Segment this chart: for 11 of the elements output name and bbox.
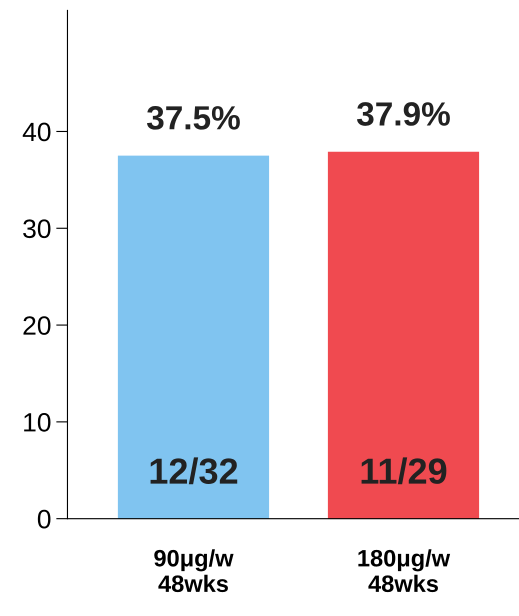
x-tick-label: 90μg/w 48wks	[154, 549, 234, 592]
data-label: 37.9%	[357, 102, 450, 126]
y-tick-label: 20	[23, 316, 50, 335]
y-tick-label: 30	[23, 219, 50, 238]
annotation: 12/32	[150, 457, 238, 484]
y-tick-label: 10	[24, 413, 50, 432]
y-tick-label: 40	[22, 122, 50, 142]
x-tick-label: 180μg/w 48wks	[358, 549, 450, 592]
y-tick-label: 0	[38, 510, 50, 528]
data-label: 37.5%	[146, 106, 240, 130]
annotation: 11/29	[362, 457, 446, 484]
